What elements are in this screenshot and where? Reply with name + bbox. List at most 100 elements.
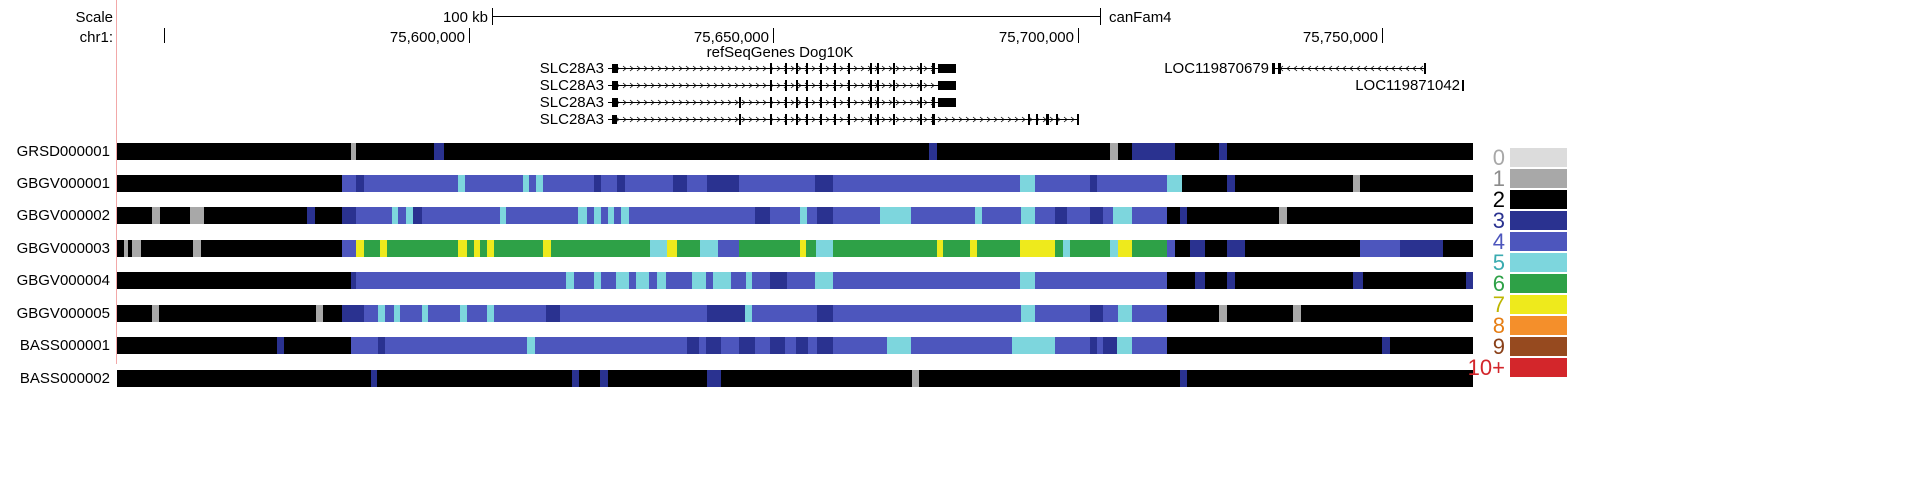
position-tick-label: 75,700,000 — [999, 29, 1074, 46]
track-label[interactable]: GBGV000004 — [17, 272, 110, 289]
copy-number-segment — [201, 240, 342, 257]
track-row[interactable] — [117, 272, 1473, 289]
track-row[interactable] — [117, 207, 1473, 224]
copy-number-segment — [625, 175, 673, 192]
copy-number-segment — [1090, 207, 1103, 224]
copy-number-segment — [1167, 337, 1382, 354]
copy-number-segment — [833, 305, 1021, 322]
copy-number-segment — [982, 207, 1021, 224]
copy-number-segment — [1195, 272, 1205, 289]
position-tick-label: 75,650,000 — [694, 29, 769, 46]
copy-number-segment — [500, 207, 506, 224]
copy-number-segment — [392, 207, 398, 224]
gene-model[interactable] — [1272, 63, 1426, 74]
copy-number-segment — [428, 305, 460, 322]
copy-number-segment — [833, 175, 937, 192]
copy-number-segment — [117, 207, 152, 224]
copy-number-segment — [1118, 305, 1132, 322]
copy-number-segment — [160, 207, 190, 224]
copy-number-segment — [929, 143, 937, 160]
copy-number-segment — [394, 305, 400, 322]
legend-swatch — [1510, 316, 1567, 335]
copy-number-segment — [1187, 370, 1473, 387]
copy-number-segment — [480, 240, 487, 257]
copy-number-segment — [713, 272, 731, 289]
track-row[interactable] — [117, 143, 1473, 160]
gene-model[interactable] — [1462, 80, 1464, 91]
copy-number-segment — [937, 240, 943, 257]
copy-number-segment — [342, 207, 356, 224]
track-row[interactable] — [117, 175, 1473, 192]
track-row[interactable] — [117, 337, 1473, 354]
gene-label[interactable]: LOC119870679 — [1164, 60, 1269, 77]
copy-number-segment — [707, 370, 721, 387]
copy-number-segment — [435, 272, 466, 289]
gene-label[interactable]: SLC28A3 — [540, 111, 604, 128]
gene-model[interactable] — [608, 63, 956, 74]
copy-number-segment — [621, 207, 629, 224]
copy-number-segment — [351, 272, 356, 289]
track-label[interactable]: BASS000002 — [20, 370, 110, 387]
gene-model[interactable] — [608, 114, 1079, 125]
copy-number-segment — [465, 175, 523, 192]
copy-number-segment — [616, 272, 629, 289]
copy-number-segment — [117, 175, 342, 192]
copy-number-segment — [649, 272, 657, 289]
copy-number-segment — [572, 370, 579, 387]
copy-number-segment — [385, 305, 394, 322]
gene-label[interactable]: SLC28A3 — [540, 60, 604, 77]
copy-number-segment — [342, 175, 356, 192]
legend-label: 1 — [1493, 166, 1505, 191]
gene-label[interactable]: SLC28A3 — [540, 94, 604, 111]
copy-number-segment — [706, 337, 721, 354]
copy-number-segment — [487, 240, 494, 257]
copy-number-segment — [943, 240, 970, 257]
copy-number-segment — [1035, 272, 1167, 289]
copy-number-segment — [487, 305, 494, 322]
copy-number-segment — [1132, 305, 1167, 322]
track-row[interactable] — [117, 240, 1473, 257]
track-label[interactable]: GBGV000001 — [17, 175, 110, 192]
copy-number-segment — [911, 207, 975, 224]
track-label[interactable]: GBGV000003 — [17, 240, 110, 257]
copy-number-segment — [323, 305, 342, 322]
gene-label[interactable]: LOC119871042 — [1355, 77, 1460, 94]
copy-number-segment — [141, 240, 193, 257]
track-label[interactable]: BASS000001 — [20, 337, 110, 354]
track-row[interactable] — [117, 305, 1473, 322]
copy-number-segment — [1175, 143, 1219, 160]
copy-number-segment — [601, 207, 608, 224]
copy-number-segment — [746, 272, 752, 289]
copy-number-segment — [1187, 207, 1279, 224]
track-label[interactable]: GRSD000001 — [17, 143, 110, 160]
copy-number-segment — [718, 240, 739, 257]
copy-number-segment — [667, 240, 677, 257]
copy-number-segment — [1353, 272, 1363, 289]
copy-number-segment — [919, 370, 1180, 387]
copy-number-segment — [706, 272, 713, 289]
copy-number-segment — [1167, 240, 1175, 257]
copy-number-segment — [817, 337, 833, 354]
position-tick-label: 75,600,000 — [390, 29, 465, 46]
copy-number-segment — [422, 305, 428, 322]
copy-number-segment — [1090, 305, 1103, 322]
copy-number-segment — [523, 175, 529, 192]
copy-number-segment — [543, 240, 551, 257]
copy-number-segment — [617, 175, 625, 192]
copy-number-segment — [1110, 143, 1118, 160]
copy-number-segment — [673, 175, 687, 192]
copy-number-segment — [535, 337, 687, 354]
copy-number-segment — [117, 337, 277, 354]
gene-model[interactable] — [608, 97, 956, 108]
copy-number-segment — [434, 143, 444, 160]
copy-number-segment — [378, 175, 458, 192]
copy-number-segment — [1390, 337, 1473, 354]
copy-number-segment — [692, 272, 706, 289]
copy-number-segment — [815, 272, 830, 289]
track-row[interactable] — [117, 370, 1473, 387]
gene-model[interactable] — [608, 80, 956, 91]
assembly-label: canFam4 — [1109, 9, 1172, 26]
track-label[interactable]: GBGV000002 — [17, 207, 110, 224]
track-label[interactable]: GBGV000005 — [17, 305, 110, 322]
gene-label[interactable]: SLC28A3 — [540, 77, 604, 94]
